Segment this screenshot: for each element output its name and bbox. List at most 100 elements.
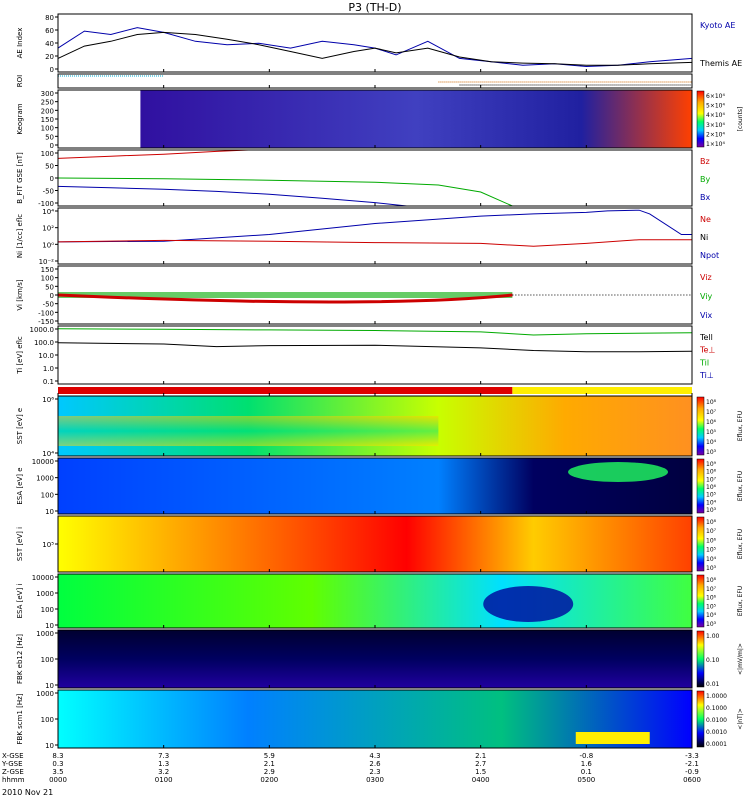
y-tick-label: 1000	[36, 590, 54, 598]
colorbar-label: 10⁸	[706, 399, 717, 406]
y-tick-label: 150	[41, 266, 54, 274]
colorbar-unit-esa_e: Eflux, EFU	[737, 471, 744, 501]
y-tick-label: 20	[45, 53, 54, 61]
esa-electron-feature	[568, 462, 669, 482]
y-tick-label: 300	[41, 90, 54, 98]
colorbar-label: 10⁴	[706, 612, 717, 619]
y-axis-label-fbk_e: FBK eb12 [Hz]	[16, 634, 24, 684]
position-row-value: 2.1	[264, 760, 275, 768]
fbk-b-feature	[575, 732, 650, 744]
fbk-e-spectrogram	[58, 630, 692, 688]
position-row-value: 2.7	[475, 760, 486, 768]
position-row-value: -0.9	[685, 768, 699, 776]
position-row-value: 5.9	[264, 752, 275, 760]
legend-entry-ni: Ne	[700, 215, 711, 224]
date-label: 2010 Nov 21	[2, 788, 53, 797]
y-axis-label-esa_e: ESA [eV] e	[16, 467, 24, 504]
colorbar-label: 10⁶	[706, 419, 717, 426]
colorbar-label: 0.0010	[706, 729, 727, 736]
colorbar-unit-esa_i: Eflux, EFU	[737, 586, 744, 616]
y-tick-label: 10⁴	[42, 450, 54, 458]
panel-frame-ti	[57, 325, 693, 385]
series-line-by	[57, 177, 513, 207]
colorbar-label: 0.0100	[706, 717, 727, 724]
position-row-label: X-GSE	[2, 752, 24, 760]
position-row-value: 2.6	[369, 760, 381, 768]
background-layer	[58, 90, 693, 748]
colorbar-label: 10³	[706, 565, 717, 572]
y-tick-label: 0.1	[43, 378, 54, 386]
y-tick-label: 150	[41, 116, 54, 124]
colorbar-label: 4×10⁴	[706, 112, 725, 119]
vi-viz-band	[57, 293, 513, 304]
y-axis-label-ti: Ti [eV] eflc	[16, 336, 24, 375]
colorbar-label: 10⁶	[706, 537, 717, 544]
y-tick-label: 100	[41, 716, 54, 724]
y-tick-label: 100	[41, 125, 54, 133]
y-tick-label: 1000	[36, 630, 54, 638]
esa-ion-spectrogram	[58, 574, 692, 628]
legend-entry-ae: Themis AE	[699, 59, 742, 68]
colorbar-label: 10³	[706, 507, 717, 514]
y-tick-label: 100	[41, 606, 54, 614]
position-row-value: 0200	[260, 776, 278, 784]
panel-frame-ae	[57, 13, 693, 73]
y-tick-label: 1000	[36, 690, 54, 698]
colorbar-label: 10³	[706, 449, 717, 456]
colorbar-keogram	[696, 90, 705, 148]
colorbar-unit-fbk_e: <|mV/m|>	[737, 643, 744, 675]
legend-entry-ni: Ni	[700, 233, 708, 242]
legend-entry-bfit: Bz	[700, 157, 710, 166]
position-row-value: 3.2	[158, 768, 169, 776]
position-row-value: 1.3	[158, 760, 169, 768]
position-row-value: 4.3	[369, 752, 380, 760]
position-row-value: 1.5	[475, 768, 486, 776]
position-row-value: -0.8	[579, 752, 593, 760]
colorbar-label: 10⁵	[706, 603, 717, 610]
colorbar-label: 10⁸	[706, 469, 717, 476]
colorbar-label: 5×10⁴	[706, 103, 725, 110]
y-tick-label: 0	[50, 142, 54, 150]
y-axis-label-ni: Ni [1/cc] eflc	[16, 214, 24, 258]
position-row-value: 0400	[472, 776, 490, 784]
position-row-value: 2.9	[264, 768, 275, 776]
colorbar-label: 10⁸	[706, 519, 717, 526]
colorbar-label: 10⁴	[706, 499, 717, 506]
colorbar-unit-fbk_b: <|nT|>	[737, 708, 744, 730]
position-row-value: 1.6	[581, 760, 593, 768]
y-tick-label: 50	[45, 283, 54, 291]
series-line-npot	[57, 209, 692, 243]
panel-frame-bfit	[57, 149, 693, 207]
colorbar-label: 1.0000	[706, 693, 727, 700]
position-row-value: 7.3	[158, 752, 169, 760]
colorbar-label: 10⁴	[706, 556, 717, 563]
y-tick-label: -100	[38, 309, 54, 317]
y-tick-label: 100	[41, 150, 54, 158]
legend-entry-ti: Ti⊥	[699, 371, 714, 380]
y-tick-label: 10	[45, 682, 54, 690]
legend-entry-ti: Til	[699, 358, 709, 367]
y-tick-label: 200	[41, 107, 54, 115]
y-tick-label: 10⁵	[42, 541, 54, 549]
position-row-value: 0500	[577, 776, 595, 784]
colorbar-esa_e	[696, 458, 705, 514]
position-row-value: -2.1	[685, 760, 699, 768]
sst-electron-overlay	[58, 416, 439, 446]
legend-entry-ni: Npot	[700, 251, 719, 260]
legend-entry-ti: Tell	[699, 333, 713, 342]
y-axis-label-roi: ROI	[16, 75, 24, 87]
colorbar-unit-keogram: [counts]	[737, 107, 744, 132]
y-tick-label: 10⁴	[42, 208, 54, 216]
y-axis-label-fbk_b: FBK scm1 [Hz]	[16, 693, 24, 744]
y-tick-label: 10	[45, 742, 54, 750]
y-axis-label-vi: Vi [km/s]	[16, 279, 24, 310]
y-tick-label: 10²	[42, 225, 54, 233]
colorbar-label: 10⁷	[706, 528, 717, 535]
colorbar-esa_i	[696, 574, 705, 628]
position-row-value: 0300	[366, 776, 384, 784]
y-tick-label: -100	[38, 200, 54, 208]
series-line-kyoto-ae	[57, 27, 693, 68]
colorbar-sst_e	[696, 396, 705, 456]
position-row-value: 0100	[155, 776, 173, 784]
